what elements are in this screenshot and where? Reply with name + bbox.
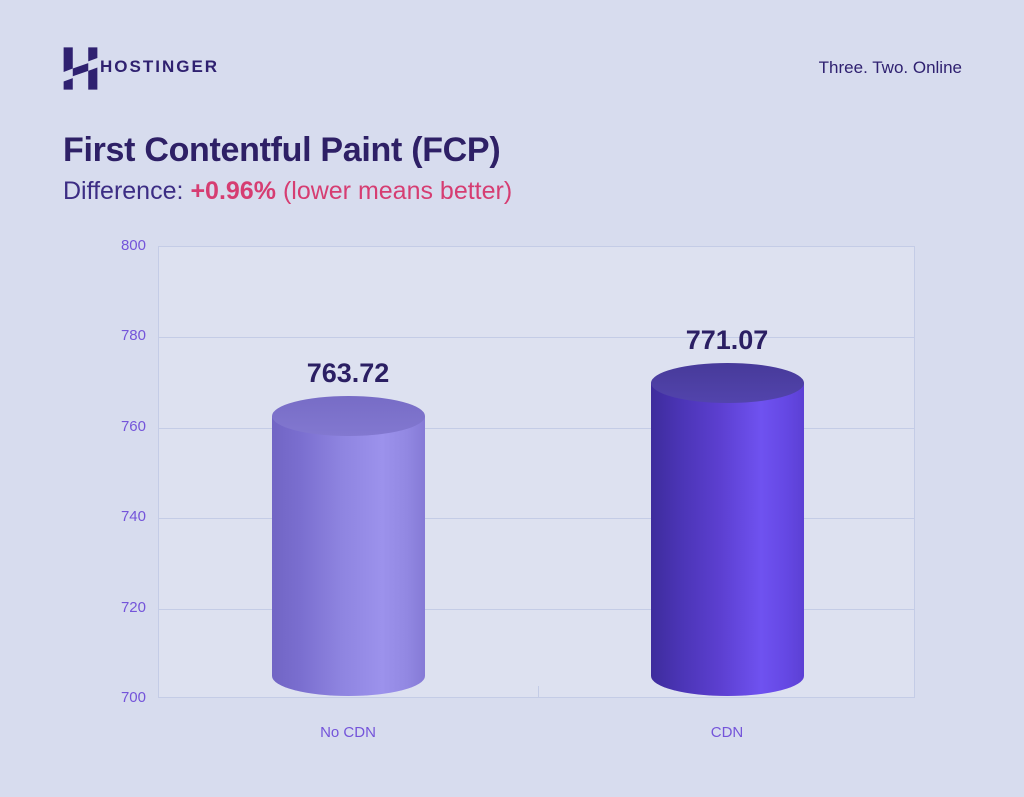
y-axis-tick-label-800: 800 (120, 237, 146, 254)
x-axis-category-label-cdn: CDN (710, 724, 744, 741)
bar-cylinder-no-cdn (271, 416, 425, 696)
bar-top-ellipse-no-cdn (271, 396, 425, 436)
y-axis-tick-label-700: 700 (120, 689, 146, 706)
chart-subtitle: Difference: +0.96% (lower means better) (63, 177, 512, 206)
hostinger-logo-icon (58, 47, 103, 90)
bar-value-label-cdn: 771.07 (685, 325, 769, 355)
x-axis-category-label-no-cdn: No CDN (320, 724, 376, 741)
gridline-720 (159, 609, 914, 610)
bar-cylinder-cdn (650, 383, 804, 696)
bar-top-ellipse-cdn (650, 363, 804, 403)
difference-label: Difference: (63, 177, 184, 205)
brand-name: HOSTINGER (100, 57, 220, 76)
difference-note: (lower means better) (282, 177, 513, 205)
gridline-740 (159, 518, 914, 519)
y-axis-tick-label-720: 720 (120, 599, 146, 616)
gridline-780 (159, 337, 914, 338)
difference-value: +0.96% (190, 177, 276, 205)
brand-tagline: Three. Two. Online (818, 58, 962, 77)
bar-value-label-no-cdn: 763.72 (306, 358, 390, 388)
y-axis-tick-label-780: 780 (120, 327, 146, 344)
category-separator-tick (538, 686, 539, 698)
y-axis-tick-label-760: 760 (120, 418, 146, 435)
chart-title: First Contentful Paint (FCP) (63, 131, 501, 169)
gridline-760 (159, 428, 914, 429)
y-axis-tick-label-740: 740 (120, 508, 146, 525)
